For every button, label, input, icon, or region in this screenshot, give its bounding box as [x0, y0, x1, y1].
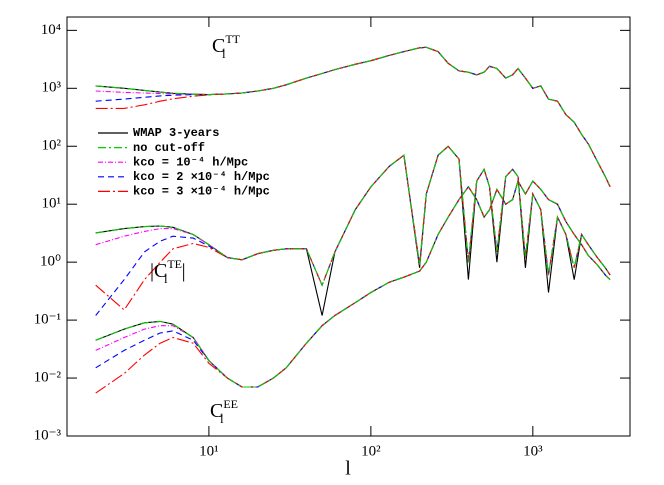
spectrum-line	[95, 179, 611, 388]
annotation-base: C	[210, 400, 223, 422]
spectrum-line	[95, 179, 611, 388]
x-axis-label: l	[345, 458, 351, 480]
annotation: CEE l	[210, 397, 238, 426]
annotation-sub: l	[164, 271, 168, 286]
legend-label: kco = 3 ×10⁻⁴ h/Mpc	[133, 185, 270, 199]
annotation: CTT l	[212, 32, 241, 61]
spectrum-line	[95, 145, 611, 287]
y-tick-label: 10²	[42, 138, 62, 154]
legend-label: no cut-off	[133, 141, 205, 155]
y-tick-label: 10⁴	[41, 22, 61, 38]
annotation-sub: l	[220, 411, 224, 426]
legend-label: kco = 2 ×10⁻⁴ h/Mpc	[133, 170, 270, 184]
y-tick-label: 10⁻¹	[34, 312, 61, 328]
y-tick-label: 10¹	[42, 196, 62, 212]
y-tick-label: 10⁰	[40, 254, 61, 270]
annotation-sup: TE	[167, 257, 182, 271]
annotation-end: |	[182, 260, 186, 282]
x-tick-label: 10¹	[199, 443, 219, 459]
annotation-sub: l	[222, 46, 226, 61]
spectrum-line	[95, 179, 611, 388]
annotation: |CTE l |	[150, 257, 186, 286]
annotation-sup: TT	[225, 32, 240, 46]
plot-frame	[66, 16, 631, 437]
y-tick-label: 10⁻²	[34, 369, 62, 385]
x-tick-label: 10²	[361, 443, 381, 459]
y-tick-label: 10⁻³	[34, 427, 62, 443]
y-tick-label: 10³	[42, 80, 62, 96]
legend-label: WMAP 3-years	[133, 126, 219, 140]
spectrum-line	[95, 179, 611, 388]
x-tick-label: 10³	[523, 443, 543, 459]
annotation-base: |C	[150, 260, 167, 282]
annotation-base: C	[212, 35, 225, 57]
spectrum-line	[95, 179, 611, 394]
annotation-sup: EE	[223, 397, 238, 411]
spectrum-line	[95, 46, 611, 188]
legend-label: kco = 10⁻⁴ h/Mpc	[133, 155, 248, 169]
